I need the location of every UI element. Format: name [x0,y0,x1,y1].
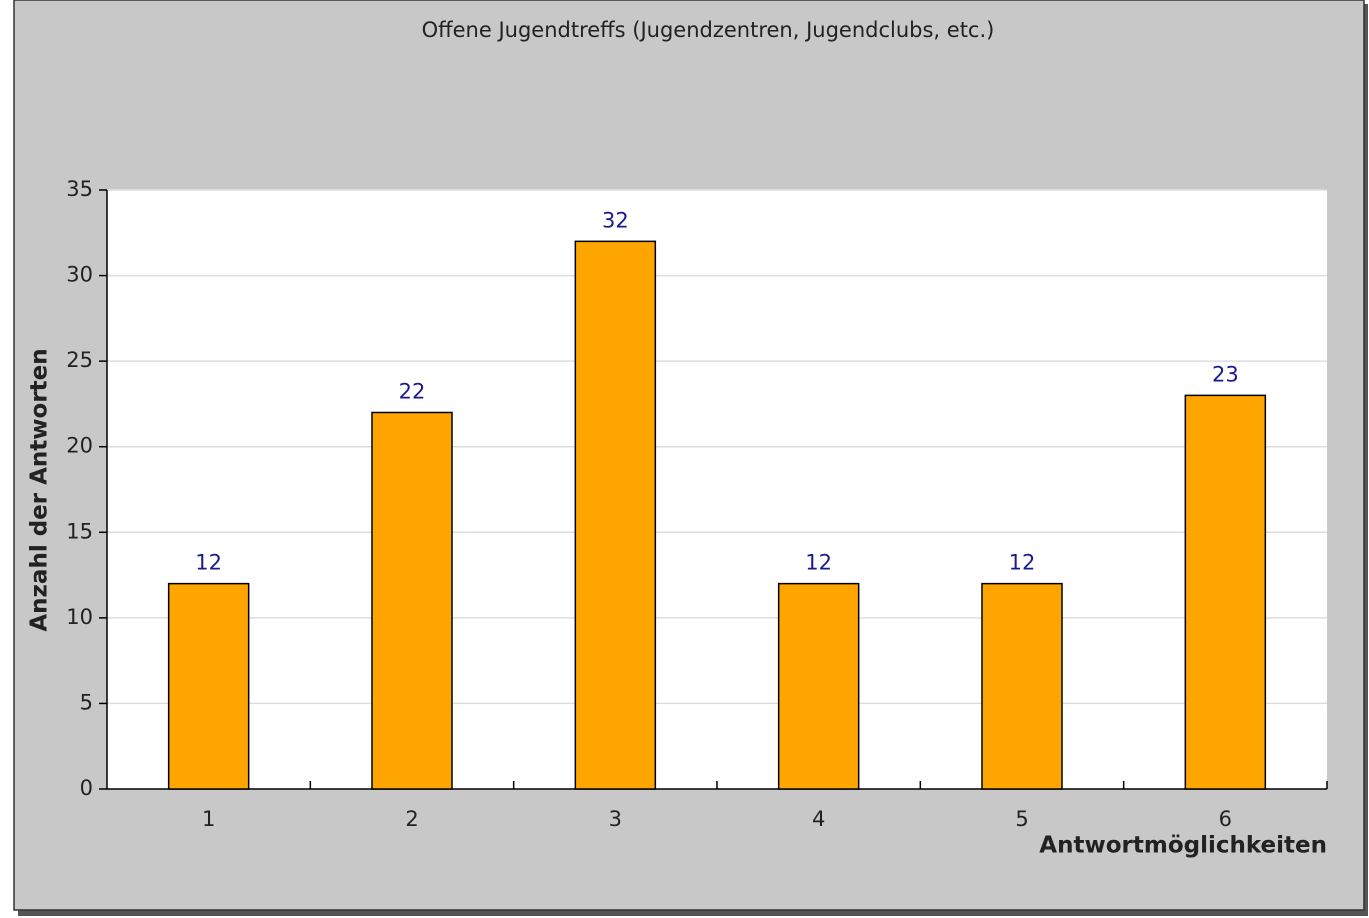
value-label: 12 [195,551,222,575]
bar [167,582,250,790]
bar [371,411,453,790]
y-tick-label: 5 [80,690,93,714]
x-axis-label: Antwortmöglichkeiten [1039,833,1327,859]
y-tick-label: 35 [66,177,93,201]
bar [574,240,657,790]
value-label: 12 [1009,551,1036,575]
y-axis-label: Anzahl der Antworten [27,348,53,631]
y-tick-label: 0 [80,776,93,800]
value-label: 32 [602,208,629,232]
bar [777,582,860,790]
chart-title: Offene Jugendtreffs (Jugendzentren, Juge… [422,18,995,42]
bar [1184,394,1267,790]
value-label: 22 [399,379,426,403]
value-label: 12 [805,551,832,575]
y-tick-label: 20 [66,434,93,458]
x-tick-label: 4 [812,807,825,831]
x-tick-label: 6 [1219,807,1232,831]
y-tick-label: 10 [66,605,93,629]
x-tick-label: 2 [405,807,418,831]
bar [981,582,1063,790]
x-tick-label: 1 [202,807,215,831]
plot-area [107,190,1327,789]
y-tick-label: 25 [66,348,93,372]
y-tick-label: 30 [66,263,93,287]
value-label: 23 [1212,362,1239,386]
x-tick-label: 3 [609,807,622,831]
y-tick-label: 15 [66,519,93,543]
x-tick-label: 5 [1015,807,1028,831]
